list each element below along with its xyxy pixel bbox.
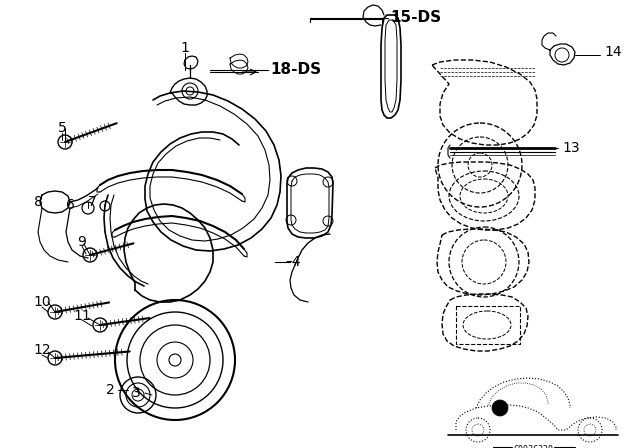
Text: 1: 1 xyxy=(180,41,189,55)
Text: 6: 6 xyxy=(65,198,74,212)
Text: 14: 14 xyxy=(604,45,621,59)
Text: 9: 9 xyxy=(77,235,86,249)
Text: 2: 2 xyxy=(106,383,115,397)
Text: 18-DS: 18-DS xyxy=(270,63,321,78)
Text: C003C320: C003C320 xyxy=(513,445,553,448)
Circle shape xyxy=(492,400,508,416)
Text: 7: 7 xyxy=(88,195,97,209)
Text: 12: 12 xyxy=(33,343,51,357)
Circle shape xyxy=(169,354,181,366)
Bar xyxy=(456,306,520,344)
Text: 13: 13 xyxy=(562,141,580,155)
Text: 10: 10 xyxy=(33,295,51,309)
Text: –4: –4 xyxy=(285,255,301,269)
Text: 3: 3 xyxy=(132,386,140,400)
Text: 15-DS: 15-DS xyxy=(390,10,441,26)
Text: 8: 8 xyxy=(33,195,42,209)
Text: 11: 11 xyxy=(73,309,91,323)
Text: 5: 5 xyxy=(58,121,67,135)
